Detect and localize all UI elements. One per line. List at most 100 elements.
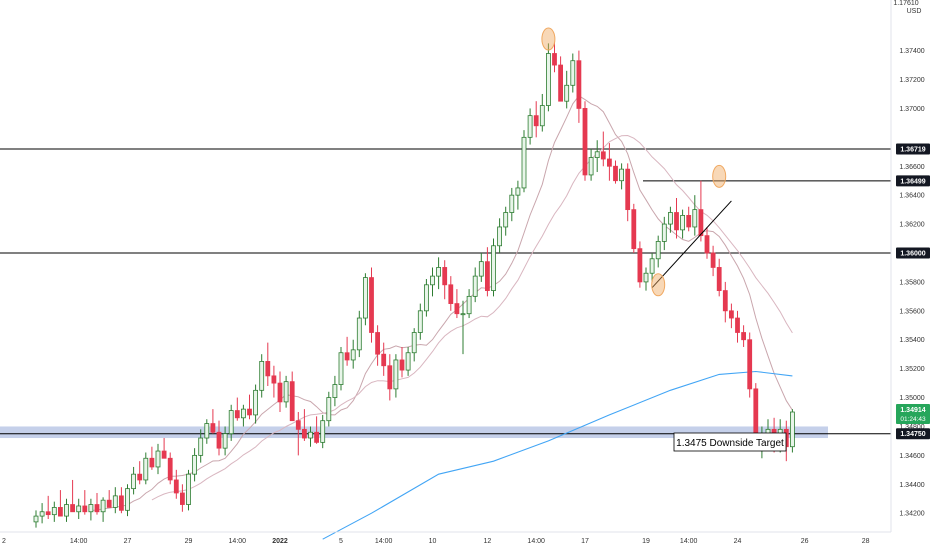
candle[interactable] [88, 498, 94, 521]
candle[interactable] [192, 448, 198, 482]
candle[interactable] [70, 479, 75, 513]
candle[interactable] [729, 303, 734, 329]
candle[interactable] [716, 258, 722, 297]
candle[interactable] [137, 461, 143, 485]
candle[interactable] [106, 490, 112, 508]
candle[interactable] [259, 354, 265, 398]
candle[interactable] [649, 252, 655, 282]
candle[interactable] [387, 354, 393, 401]
candle[interactable] [362, 273, 368, 326]
candle[interactable] [344, 336, 350, 366]
candle[interactable] [570, 53, 576, 93]
candle[interactable] [515, 180, 521, 210]
candle[interactable] [491, 238, 496, 297]
candle[interactable] [478, 252, 484, 282]
candle[interactable] [710, 245, 716, 277]
candle[interactable] [186, 469, 191, 511]
candle[interactable] [594, 140, 600, 173]
candle[interactable] [222, 426, 228, 456]
candle[interactable] [393, 354, 399, 398]
candle[interactable] [735, 310, 740, 343]
candle[interactable] [521, 130, 527, 193]
candle[interactable] [442, 260, 448, 300]
candle[interactable] [51, 501, 57, 522]
candle[interactable] [509, 187, 515, 222]
candle[interactable] [167, 452, 173, 485]
candle[interactable] [497, 218, 503, 253]
candle[interactable] [436, 257, 442, 290]
candle[interactable] [295, 412, 301, 456]
candle[interactable] [381, 342, 387, 376]
candle[interactable] [247, 394, 252, 420]
candle[interactable] [625, 163, 631, 222]
candle[interactable] [119, 487, 124, 514]
candle[interactable] [619, 163, 624, 190]
plot-area[interactable] [0, 41, 891, 540]
candle[interactable] [686, 206, 692, 232]
candle[interactable] [308, 426, 313, 447]
candle[interactable] [216, 420, 222, 456]
candle[interactable] [668, 206, 673, 233]
candle[interactable] [655, 235, 661, 268]
candle[interactable] [332, 375, 338, 407]
candle[interactable] [588, 148, 594, 181]
candle[interactable] [350, 339, 356, 369]
candle[interactable] [600, 131, 606, 167]
candle[interactable] [539, 93, 545, 132]
candle[interactable] [326, 391, 332, 427]
candle[interactable] [790, 409, 795, 453]
candle[interactable] [277, 371, 283, 413]
candle[interactable] [680, 209, 685, 239]
candle[interactable] [33, 510, 39, 528]
candle[interactable] [338, 346, 344, 391]
candle[interactable] [356, 310, 362, 358]
downside-target-callout[interactable]: 1.3475 Downside Target [673, 432, 787, 452]
candle[interactable] [546, 43, 551, 112]
candle[interactable] [204, 419, 210, 444]
candle[interactable] [643, 267, 649, 291]
candle[interactable] [314, 416, 320, 444]
candle[interactable] [369, 267, 374, 343]
candle[interactable] [82, 490, 88, 515]
candle[interactable] [149, 446, 155, 470]
candle[interactable] [289, 371, 295, 422]
candle[interactable] [100, 497, 106, 522]
candle[interactable] [613, 160, 618, 184]
candle[interactable] [265, 342, 271, 386]
candle[interactable] [198, 429, 204, 463]
candle[interactable] [125, 484, 130, 517]
candle[interactable] [405, 346, 411, 376]
candle[interactable] [58, 490, 63, 517]
candle[interactable] [240, 404, 246, 427]
candle[interactable] [39, 503, 45, 524]
candle[interactable] [582, 101, 588, 181]
time-axis[interactable]: 2 14:00 27 29 14:00 2022 5 14:00 10 12 14:00 17 19 14… [2, 538, 870, 545]
candle[interactable] [472, 267, 478, 303]
candle[interactable] [722, 281, 728, 323]
candle[interactable] [173, 469, 179, 499]
candle[interactable] [155, 443, 161, 475]
candle[interactable] [417, 303, 423, 340]
candle[interactable] [271, 365, 277, 398]
candle[interactable] [430, 267, 435, 297]
candle[interactable] [747, 332, 753, 398]
candle[interactable] [533, 101, 539, 138]
candle[interactable] [94, 492, 100, 515]
candle[interactable] [674, 198, 679, 239]
candle[interactable] [228, 404, 234, 441]
candle[interactable] [131, 466, 137, 495]
trend-line[interactable] [651, 200, 732, 289]
candle[interactable] [234, 397, 240, 421]
candle[interactable] [637, 241, 643, 288]
candle[interactable] [741, 325, 746, 347]
candle[interactable] [143, 452, 149, 485]
candle[interactable] [631, 203, 637, 253]
candle[interactable] [179, 484, 185, 512]
candle[interactable] [661, 216, 667, 251]
candle[interactable] [460, 300, 466, 355]
candle[interactable] [558, 56, 563, 102]
candle[interactable] [161, 438, 167, 459]
candle[interactable] [564, 70, 570, 109]
candle[interactable] [253, 384, 259, 424]
